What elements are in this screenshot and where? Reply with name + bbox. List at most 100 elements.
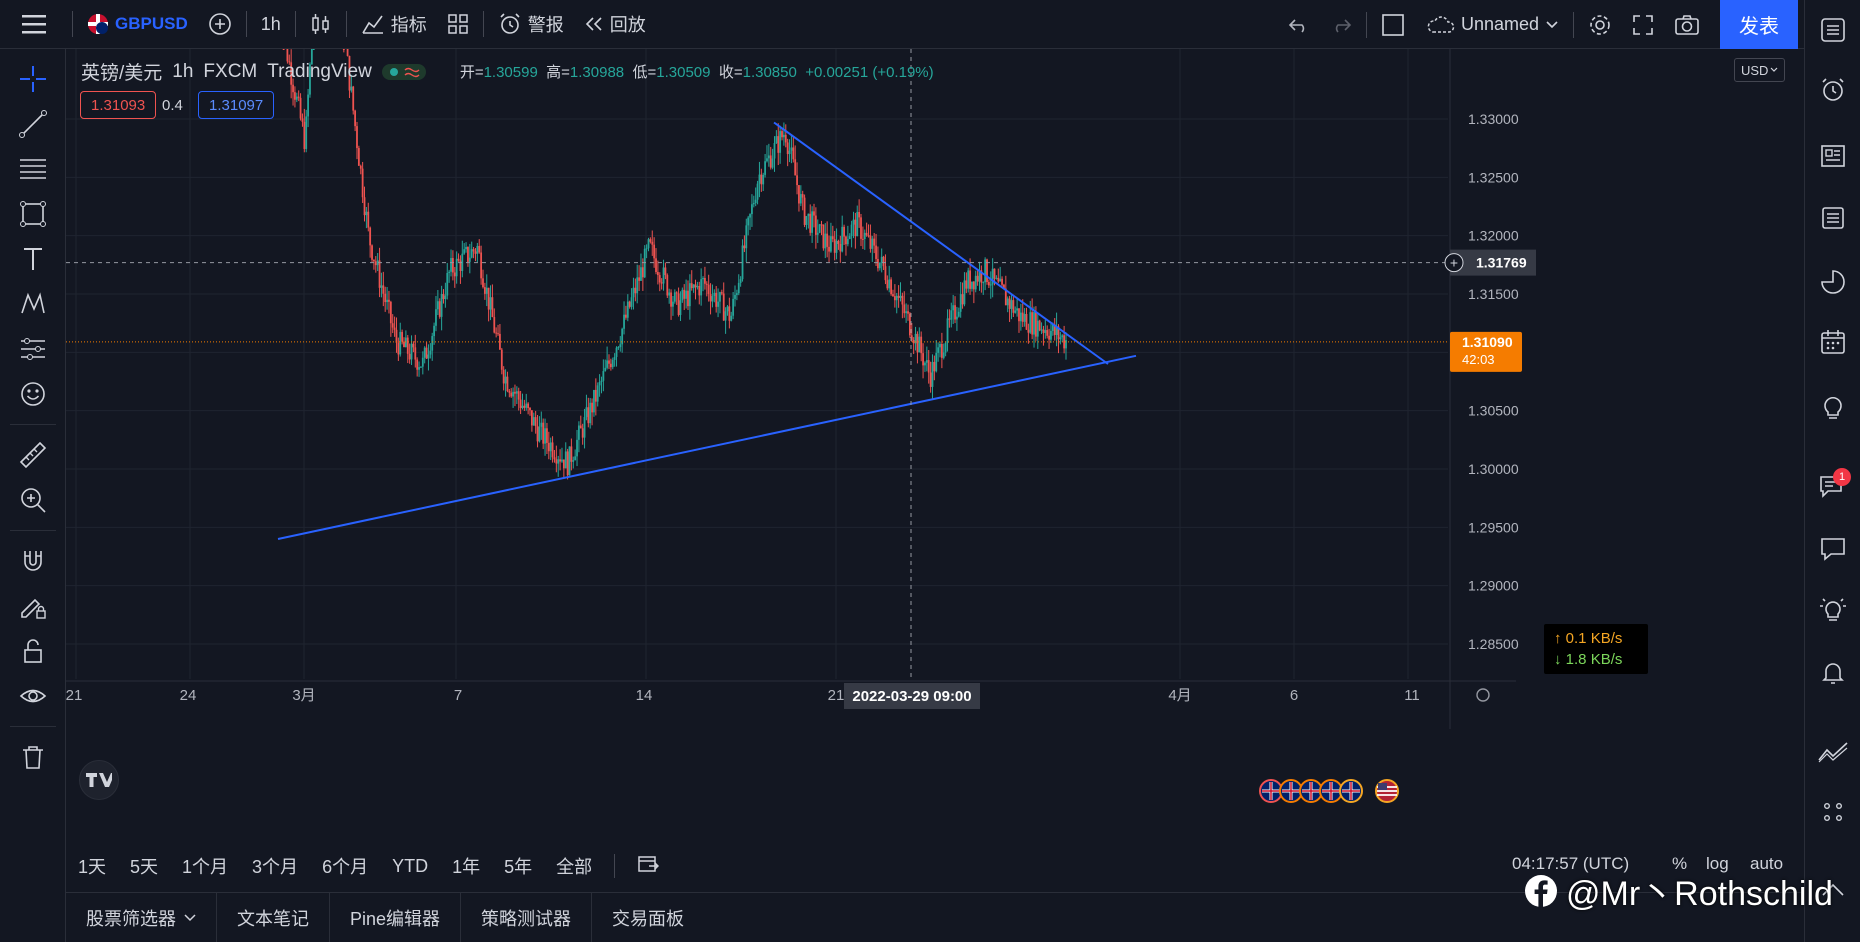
sell-price[interactable]: 1.31093 bbox=[80, 91, 157, 119]
candle-body bbox=[687, 290, 689, 307]
alert-button[interactable]: 警报 bbox=[488, 0, 574, 49]
candle-body bbox=[796, 175, 798, 186]
alerts-button[interactable] bbox=[1813, 70, 1853, 110]
hide-drawings-tool[interactable] bbox=[13, 676, 53, 716]
candle-body bbox=[596, 385, 599, 402]
interval-button[interactable]: 1h bbox=[251, 0, 291, 49]
candle-body bbox=[636, 277, 639, 294]
range-1y[interactable]: 1年 bbox=[452, 857, 481, 877]
percent-scale-toggle[interactable]: % bbox=[1672, 854, 1688, 873]
layout-button[interactable] bbox=[1371, 0, 1415, 49]
candle-body bbox=[1025, 313, 1028, 330]
candle-body bbox=[1065, 340, 1067, 349]
layout-name-button[interactable]: Unnamed bbox=[1415, 0, 1569, 49]
range-5d[interactable]: 5天 bbox=[130, 857, 159, 877]
zoom-tool[interactable] bbox=[13, 480, 53, 520]
templates-button[interactable] bbox=[437, 0, 479, 49]
notifications-button[interactable] bbox=[1813, 652, 1853, 692]
tab-trading-panel[interactable]: 交易面板 bbox=[612, 908, 685, 929]
lock-drawing-tool[interactable] bbox=[13, 586, 53, 626]
candle-body bbox=[758, 174, 761, 184]
price-chart[interactable]: 1.330001.325001.320001.315001.310001.305… bbox=[66, 49, 1786, 849]
replay-button[interactable]: 回放 bbox=[574, 0, 656, 49]
indicators-button[interactable]: 指标 bbox=[351, 0, 437, 49]
candle-body bbox=[940, 344, 943, 358]
emoji-tool[interactable] bbox=[13, 374, 53, 414]
camera-icon bbox=[1675, 14, 1699, 35]
dots-menu-button[interactable] bbox=[1813, 792, 1853, 832]
chart-type-button[interactable] bbox=[300, 0, 342, 49]
candle-body bbox=[984, 259, 987, 283]
fib-tool[interactable] bbox=[13, 149, 53, 189]
watchlist-button[interactable] bbox=[1813, 10, 1853, 50]
range-5y[interactable]: 5年 bbox=[504, 857, 533, 877]
range-6m[interactable]: 6个月 bbox=[322, 857, 369, 877]
tradingview-logo[interactable] bbox=[79, 760, 119, 800]
tab-strategy-tester[interactable]: 策略测试器 bbox=[461, 892, 593, 942]
range-3m[interactable]: 3个月 bbox=[252, 857, 299, 877]
buy-price[interactable]: 1.31097 bbox=[198, 91, 275, 119]
menu-button[interactable] bbox=[0, 0, 68, 49]
trendline-tool[interactable] bbox=[13, 104, 53, 144]
hotlists-button[interactable] bbox=[1813, 262, 1853, 302]
spread-value: 0.4 bbox=[162, 96, 183, 114]
ideas-button[interactable] bbox=[1813, 388, 1853, 428]
candle-body bbox=[593, 389, 595, 413]
publish-button[interactable]: 发表 bbox=[1720, 0, 1798, 49]
goto-date-button[interactable] bbox=[625, 854, 671, 879]
auto-scale-toggle[interactable]: auto bbox=[1750, 854, 1784, 873]
currency-selector[interactable]: USD bbox=[1734, 58, 1786, 82]
range-1d[interactable]: 1天 bbox=[78, 857, 107, 877]
candle-body bbox=[380, 285, 383, 288]
candle-body bbox=[877, 258, 879, 269]
watermark: @Mr丶Rothschild bbox=[1524, 866, 1833, 915]
candle-body bbox=[641, 267, 644, 278]
settings-button[interactable] bbox=[1578, 0, 1622, 49]
fullscreen-button[interactable] bbox=[1622, 0, 1664, 49]
forecast-tool[interactable] bbox=[13, 329, 53, 369]
candle-body bbox=[356, 126, 358, 149]
lock-all-tool[interactable] bbox=[13, 631, 53, 671]
economic-events[interactable] bbox=[1258, 778, 1400, 804]
market-status[interactable] bbox=[381, 63, 426, 80]
candle-body bbox=[350, 86, 353, 91]
snapshot-button[interactable] bbox=[1664, 0, 1710, 49]
messages-button[interactable] bbox=[1813, 528, 1853, 568]
crosshair-tool[interactable] bbox=[13, 59, 53, 99]
remove-drawings-tool[interactable] bbox=[13, 737, 53, 777]
candle-body bbox=[521, 405, 524, 408]
watchlist-icon bbox=[1821, 18, 1845, 42]
collapse-panel-button[interactable] bbox=[1813, 870, 1853, 910]
chats-button[interactable]: 1 bbox=[1813, 466, 1853, 506]
tab-text-notes[interactable]: 文本笔记 bbox=[217, 892, 330, 942]
calendar-button[interactable] bbox=[1813, 322, 1853, 362]
range-1m[interactable]: 1个月 bbox=[182, 857, 229, 877]
range-ytd[interactable]: YTD bbox=[392, 855, 429, 876]
data-window-button[interactable] bbox=[1813, 198, 1853, 238]
clock[interactable]: 04:17:57 (UTC) bbox=[1512, 854, 1630, 873]
candle-body bbox=[312, 49, 315, 50]
divider bbox=[10, 726, 56, 727]
news-button[interactable] bbox=[1813, 136, 1853, 176]
text-tool[interactable] bbox=[13, 239, 53, 279]
shape-tool[interactable] bbox=[13, 194, 53, 234]
symbol-search-button[interactable]: GBPUSD bbox=[77, 0, 198, 49]
bell-icon bbox=[1822, 663, 1844, 684]
redo-button[interactable] bbox=[1320, 0, 1362, 49]
fibonacci-icon bbox=[20, 159, 46, 179]
compare-button[interactable] bbox=[198, 0, 242, 49]
range-all[interactable]: 全部 bbox=[556, 857, 593, 877]
trading-button[interactable] bbox=[1813, 732, 1853, 772]
measure-tool[interactable] bbox=[13, 435, 53, 475]
candle-body bbox=[944, 342, 947, 353]
help-button[interactable] bbox=[1813, 590, 1853, 630]
candle-body bbox=[903, 304, 906, 314]
tab-screener[interactable]: 股票筛选器 bbox=[66, 892, 217, 942]
pattern-tool[interactable] bbox=[13, 284, 53, 324]
tab-pine-editor[interactable]: Pine编辑器 bbox=[330, 892, 462, 942]
log-scale-toggle[interactable]: log bbox=[1706, 854, 1729, 873]
undo-button[interactable] bbox=[1278, 0, 1320, 49]
legend-instrument: 英镑/美元 bbox=[81, 63, 163, 84]
magnet-tool[interactable] bbox=[13, 541, 53, 581]
top-toolbar: GBPUSD 1h 指标 警报 回放 bbox=[0, 0, 1860, 49]
